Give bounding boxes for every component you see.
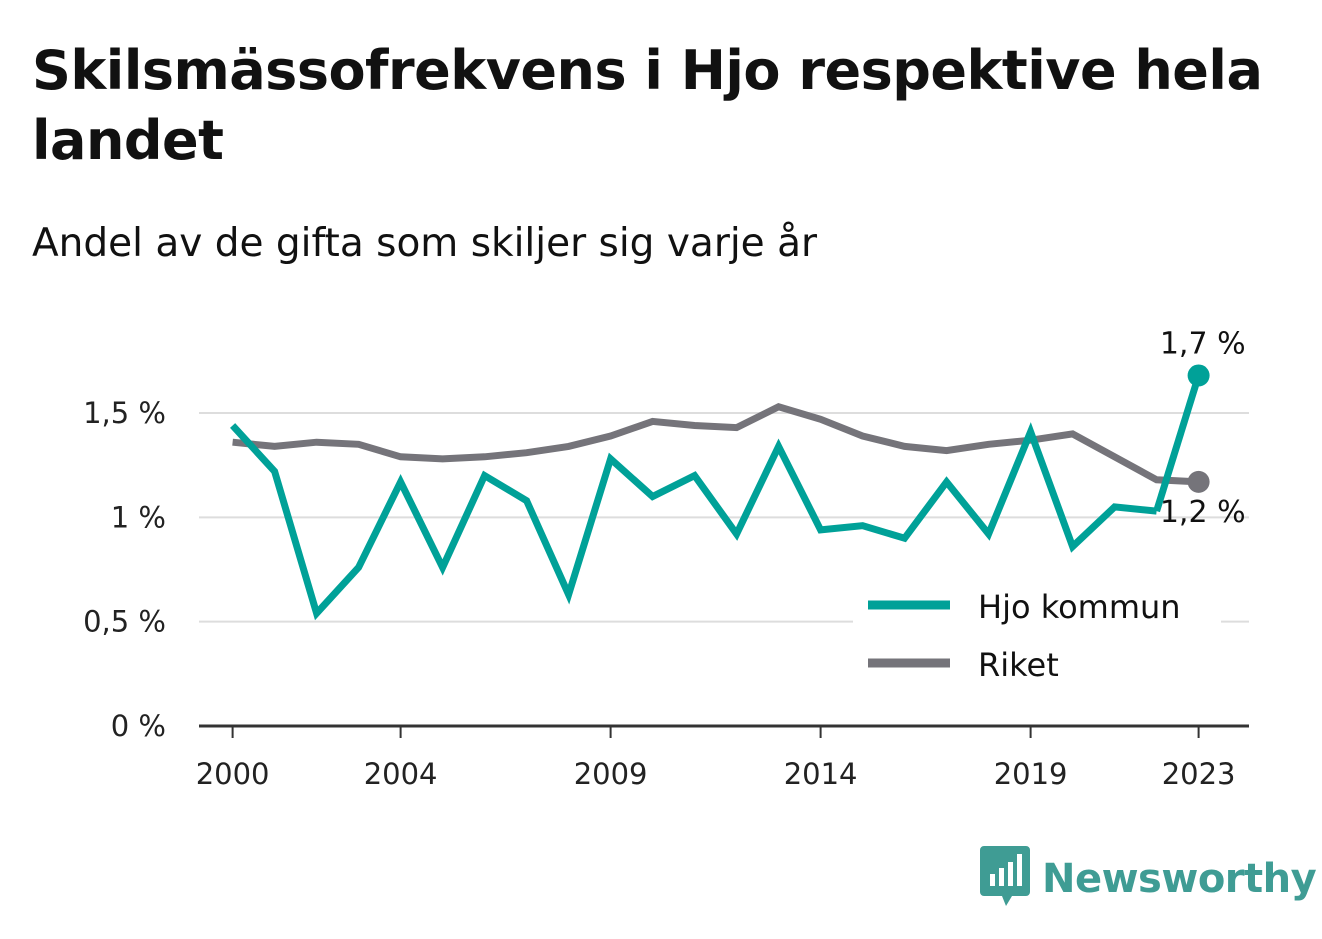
x-tick-label: 2000 bbox=[196, 757, 270, 791]
legend: Hjo kommun Riket bbox=[853, 570, 1221, 700]
series-line-hjo bbox=[1153, 374, 1202, 513]
legend-label-riket: Riket bbox=[978, 646, 1059, 684]
chart-subtitle: Andel av de gifta som skiljer sig varje … bbox=[32, 221, 818, 266]
y-tick-label: 1 % bbox=[111, 500, 166, 534]
series-line-riket bbox=[232, 403, 1199, 486]
chart-title: Skilsmässofrekvens i Hjo respektive hela… bbox=[32, 39, 1263, 172]
y-tick-label: 1,5 % bbox=[83, 396, 166, 430]
newsworthy-logo: Newsworthy bbox=[980, 846, 1317, 912]
end-label-riket: 1,2 % bbox=[1160, 495, 1246, 530]
x-tick-label: 2009 bbox=[574, 757, 648, 791]
x-tick-label: 2004 bbox=[364, 757, 438, 791]
x-tick-label: 2014 bbox=[784, 757, 858, 791]
x-tick-label: 2019 bbox=[994, 757, 1068, 791]
y-axis-ticks: 0 % 0,5 % 1 % 1,5 % bbox=[83, 396, 166, 743]
brand-name: Newsworthy bbox=[1042, 856, 1317, 902]
end-label-hjo: 1,7 % bbox=[1160, 326, 1246, 361]
bar-chart-speech-icon bbox=[980, 846, 1030, 912]
x-tick-label: 2023 bbox=[1162, 757, 1236, 791]
end-point-riket bbox=[1187, 470, 1210, 493]
end-point-hjo bbox=[1187, 364, 1210, 387]
y-tick-label: 0 % bbox=[111, 709, 166, 743]
end-labels: 1,7 % 1,2 % bbox=[1160, 326, 1246, 529]
series-lines bbox=[230, 364, 1210, 621]
x-axis: 2000 2004 2009 2014 2019 2023 bbox=[196, 724, 1249, 791]
legend-label-hjo: Hjo kommun bbox=[978, 588, 1181, 626]
series-line-hjo bbox=[230, 422, 1157, 621]
y-tick-label: 0,5 % bbox=[83, 605, 166, 639]
